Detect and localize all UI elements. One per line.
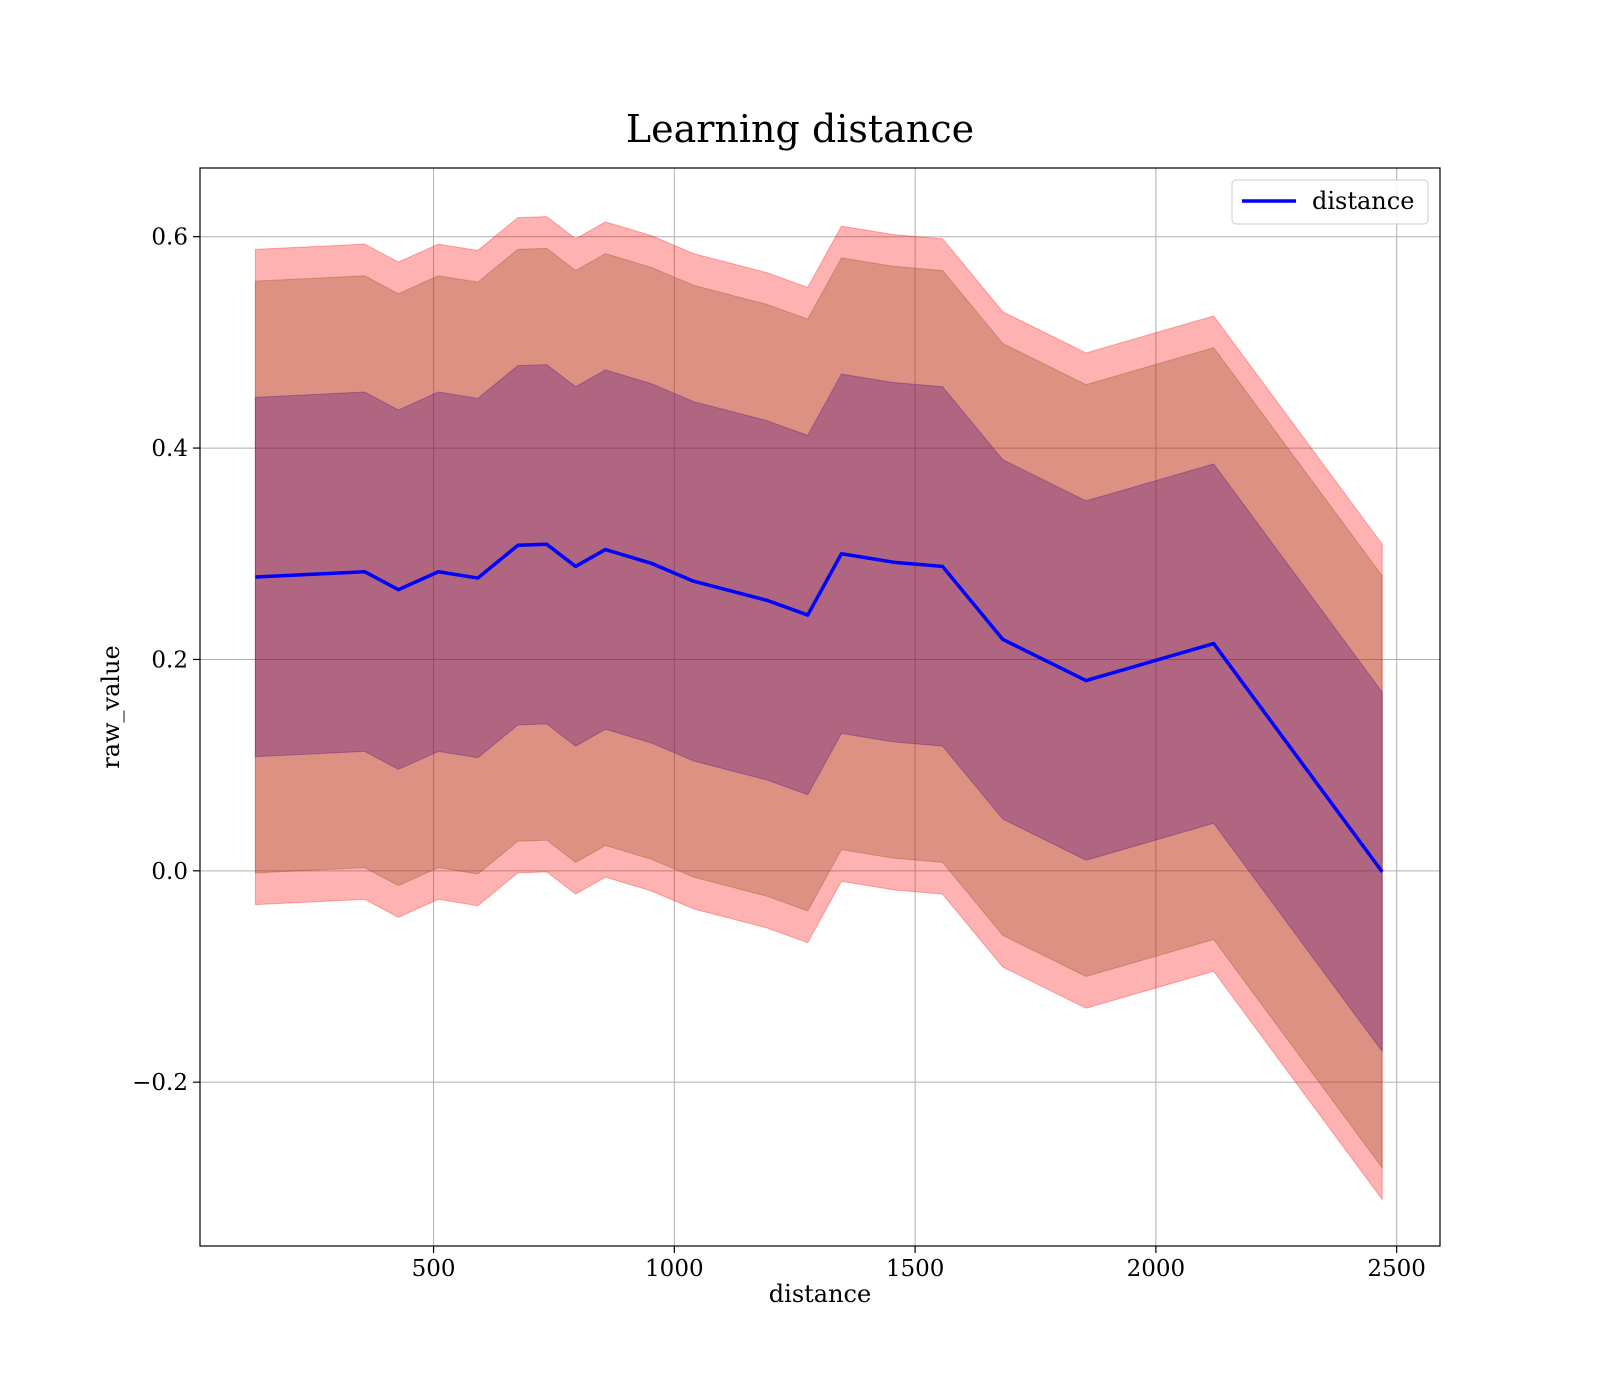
y-axis-label: raw_value — [97, 645, 125, 769]
y-axis-ticks: −0.2 0.0 0.2 0.4 0.6 — [132, 225, 200, 1096]
y-tick-label: 0.6 — [151, 225, 188, 251]
plot-frame — [199, 167, 1441, 1247]
x-tick-label: 500 — [412, 1256, 456, 1282]
legend-box — [1231, 179, 1429, 225]
confidence-bands — [254, 216, 1383, 1202]
legend-label: distance — [1312, 187, 1414, 215]
confidence-band — [254, 364, 1383, 1054]
chart-title: Learning distance — [626, 107, 974, 151]
x-axis-label: distance — [769, 1280, 871, 1308]
x-tick-label: 1500 — [886, 1256, 945, 1282]
x-axis-ticks: 500 1000 1500 2000 2500 — [412, 1246, 1426, 1282]
legend: distance — [1231, 179, 1429, 225]
series-line-distance — [255, 542, 1384, 873]
y-tick-label: 0.2 — [151, 647, 188, 673]
y-tick-label: 0.4 — [151, 436, 188, 462]
grid — [200, 168, 1440, 1246]
x-tick-label: 2000 — [1127, 1256, 1186, 1282]
series-lines — [255, 542, 1384, 873]
y-tick-label: 0.0 — [151, 859, 188, 885]
x-tick-label: 2500 — [1367, 1256, 1426, 1282]
y-tick-label: −0.2 — [132, 1070, 188, 1096]
confidence-band — [254, 216, 1383, 1202]
confidence-band — [254, 247, 1383, 1170]
x-tick-label: 1000 — [645, 1256, 704, 1282]
